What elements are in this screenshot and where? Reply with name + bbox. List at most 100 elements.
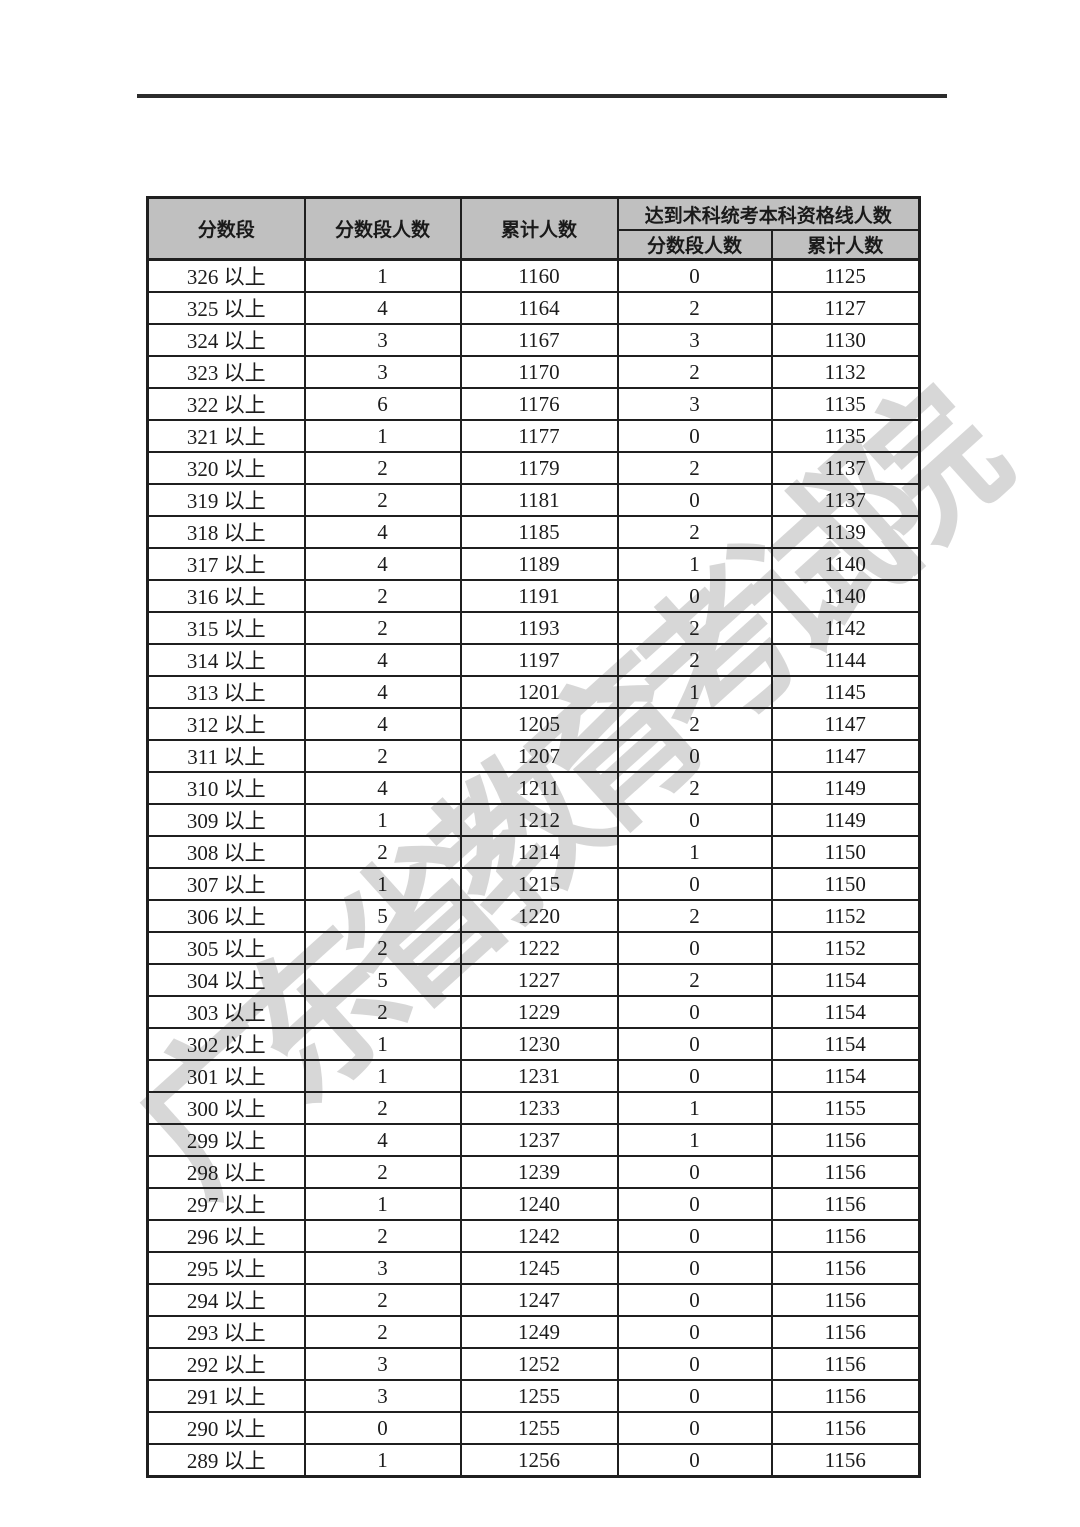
cell-qualified-cumulative: 1150 bbox=[770, 867, 921, 901]
cell-cumulative: 1227 bbox=[459, 963, 619, 997]
cell-qualified-seg-count: 3 bbox=[616, 387, 773, 421]
cell-seg-count: 3 bbox=[303, 355, 462, 389]
cell-qualified-seg-count: 0 bbox=[616, 1155, 773, 1189]
cell-seg-count: 2 bbox=[303, 739, 462, 773]
cell-qualified-seg-count: 0 bbox=[616, 1443, 773, 1478]
cell-qualified-seg-count: 3 bbox=[616, 323, 773, 357]
cell-cumulative: 1255 bbox=[459, 1379, 619, 1413]
cell-qualified-cumulative: 1154 bbox=[770, 963, 921, 997]
cell-qualified-cumulative: 1135 bbox=[770, 419, 921, 453]
cell-seg-count: 2 bbox=[303, 1219, 462, 1253]
cell-qualified-seg-count: 0 bbox=[616, 1379, 773, 1413]
cell-cumulative: 1215 bbox=[459, 867, 619, 901]
table-row: 298 以上 2 1239 0 1156 bbox=[146, 1155, 921, 1189]
cell-qualified-cumulative: 1140 bbox=[770, 547, 921, 581]
cell-score-range: 296 以上 bbox=[146, 1219, 306, 1253]
header-qualified-group: 达到术科统考本科资格线人数 bbox=[616, 196, 921, 231]
cell-seg-count: 4 bbox=[303, 547, 462, 581]
cell-cumulative: 1212 bbox=[459, 803, 619, 837]
cell-qualified-seg-count: 0 bbox=[616, 1187, 773, 1221]
cell-score-range: 297 以上 bbox=[146, 1187, 306, 1221]
cell-qualified-cumulative: 1152 bbox=[770, 931, 921, 965]
cell-qualified-seg-count: 0 bbox=[616, 739, 773, 773]
table-header: 分数段 分数段人数 累计人数 达到术科统考本科资格线人数 分数段人数 累计人数 bbox=[146, 196, 921, 261]
cell-score-range: 318 以上 bbox=[146, 515, 306, 549]
header-row-top: 分数段 分数段人数 累计人数 达到术科统考本科资格线人数 bbox=[146, 196, 921, 261]
header-score-range: 分数段 bbox=[146, 196, 306, 261]
table-row: 294 以上 2 1247 0 1156 bbox=[146, 1283, 921, 1317]
cell-qualified-cumulative: 1150 bbox=[770, 835, 921, 869]
cell-qualified-seg-count: 2 bbox=[616, 771, 773, 805]
table-row: 302 以上 1 1230 0 1154 bbox=[146, 1027, 921, 1061]
cell-qualified-seg-count: 1 bbox=[616, 1123, 773, 1157]
cell-cumulative: 1167 bbox=[459, 323, 619, 357]
cell-cumulative: 1230 bbox=[459, 1027, 619, 1061]
cell-cumulative: 1252 bbox=[459, 1347, 619, 1381]
cell-qualified-cumulative: 1154 bbox=[770, 1027, 921, 1061]
cell-score-range: 293 以上 bbox=[146, 1315, 306, 1349]
cell-qualified-seg-count: 2 bbox=[616, 707, 773, 741]
cell-score-range: 323 以上 bbox=[146, 355, 306, 389]
cell-qualified-seg-count: 0 bbox=[616, 1315, 773, 1349]
cell-qualified-seg-count: 0 bbox=[616, 1027, 773, 1061]
cell-qualified-seg-count: 0 bbox=[616, 483, 773, 517]
score-distribution-table: 分数段 分数段人数 累计人数 达到术科统考本科资格线人数 分数段人数 累计人数 … bbox=[146, 196, 922, 1478]
cell-score-range: 306 以上 bbox=[146, 899, 306, 933]
table-row: 297 以上 1 1240 0 1156 bbox=[146, 1187, 921, 1221]
cell-cumulative: 1239 bbox=[459, 1155, 619, 1189]
cell-qualified-cumulative: 1132 bbox=[770, 355, 921, 389]
table-row: 315 以上 2 1193 2 1142 bbox=[146, 611, 921, 645]
cell-qualified-cumulative: 1155 bbox=[770, 1091, 921, 1125]
cell-cumulative: 1191 bbox=[459, 579, 619, 613]
cell-qualified-seg-count: 0 bbox=[616, 1347, 773, 1381]
cell-seg-count: 5 bbox=[303, 899, 462, 933]
cell-seg-count: 3 bbox=[303, 1251, 462, 1285]
cell-seg-count: 4 bbox=[303, 515, 462, 549]
header-qualified-cumulative: 累计人数 bbox=[770, 229, 921, 261]
cell-cumulative: 1193 bbox=[459, 611, 619, 645]
cell-score-range: 307 以上 bbox=[146, 867, 306, 901]
cell-qualified-seg-count: 0 bbox=[616, 995, 773, 1029]
cell-qualified-seg-count: 0 bbox=[616, 579, 773, 613]
cell-score-range: 317 以上 bbox=[146, 547, 306, 581]
cell-seg-count: 1 bbox=[303, 1059, 462, 1093]
cell-score-range: 325 以上 bbox=[146, 291, 306, 325]
cell-score-range: 299 以上 bbox=[146, 1123, 306, 1157]
table-row: 289 以上 1 1256 0 1156 bbox=[146, 1443, 921, 1478]
cell-cumulative: 1211 bbox=[459, 771, 619, 805]
cell-qualified-cumulative: 1152 bbox=[770, 899, 921, 933]
cell-qualified-cumulative: 1156 bbox=[770, 1283, 921, 1317]
cell-seg-count: 2 bbox=[303, 611, 462, 645]
table-row: 301 以上 1 1231 0 1154 bbox=[146, 1059, 921, 1093]
cell-cumulative: 1164 bbox=[459, 291, 619, 325]
cell-score-range: 313 以上 bbox=[146, 675, 306, 709]
cell-seg-count: 2 bbox=[303, 1283, 462, 1317]
cell-score-range: 308 以上 bbox=[146, 835, 306, 869]
cell-score-range: 324 以上 bbox=[146, 323, 306, 357]
cell-qualified-cumulative: 1137 bbox=[770, 483, 921, 517]
cell-cumulative: 1231 bbox=[459, 1059, 619, 1093]
header-qualified-seg-count: 分数段人数 bbox=[616, 229, 773, 261]
cell-qualified-seg-count: 2 bbox=[616, 643, 773, 677]
table-row: 319 以上 2 1181 0 1137 bbox=[146, 483, 921, 517]
cell-score-range: 292 以上 bbox=[146, 1347, 306, 1381]
table-row: 300 以上 2 1233 1 1155 bbox=[146, 1091, 921, 1125]
cell-seg-count: 2 bbox=[303, 579, 462, 613]
table-row: 310 以上 4 1211 2 1149 bbox=[146, 771, 921, 805]
cell-seg-count: 4 bbox=[303, 675, 462, 709]
cell-qualified-seg-count: 2 bbox=[616, 963, 773, 997]
cell-cumulative: 1205 bbox=[459, 707, 619, 741]
cell-qualified-seg-count: 1 bbox=[616, 1091, 773, 1125]
cell-score-range: 302 以上 bbox=[146, 1027, 306, 1061]
cell-score-range: 311 以上 bbox=[146, 739, 306, 773]
cell-qualified-seg-count: 2 bbox=[616, 515, 773, 549]
cell-cumulative: 1201 bbox=[459, 675, 619, 709]
cell-cumulative: 1229 bbox=[459, 995, 619, 1029]
cell-seg-count: 4 bbox=[303, 291, 462, 325]
cell-score-range: 316 以上 bbox=[146, 579, 306, 613]
cell-score-range: 290 以上 bbox=[146, 1411, 306, 1445]
cell-cumulative: 1207 bbox=[459, 739, 619, 773]
cell-qualified-cumulative: 1154 bbox=[770, 995, 921, 1029]
cell-score-range: 320 以上 bbox=[146, 451, 306, 485]
